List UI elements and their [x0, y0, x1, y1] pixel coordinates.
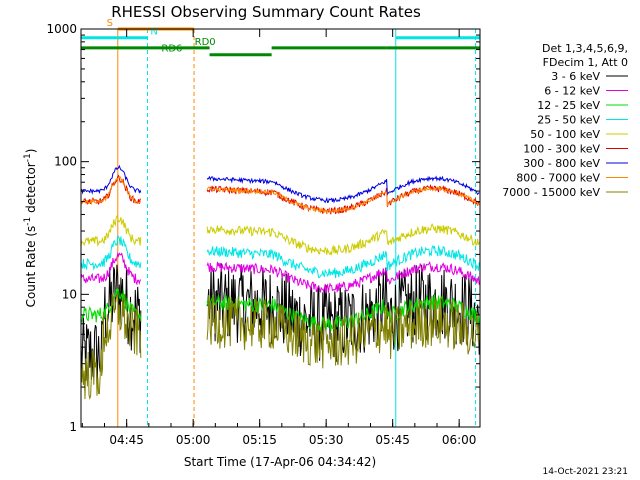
x-axis: 04:45 05:00 05:15 05:30 05:45 06:00	[81, 29, 477, 447]
legend-label-0: 3 - 6 keV	[551, 70, 600, 83]
y-tick-label-3: 1000	[46, 22, 77, 36]
plot-area: S N RD0 RD6	[80, 18, 480, 427]
legend-header-1: Det 1,3,4,5,6,9,	[542, 42, 628, 55]
series-line-3	[80, 234, 480, 279]
state-label-3: RD6	[161, 44, 182, 55]
y-axis: 1 10 100 1000	[46, 22, 480, 434]
x-tick-label-1: 05:00	[176, 433, 211, 447]
series-line-4	[80, 215, 480, 256]
state-label-1: N	[150, 27, 157, 38]
plot-frame	[80, 28, 481, 428]
legend-label-4: 50 - 100 keV	[530, 128, 600, 141]
series-line-7	[80, 175, 480, 214]
x-tick-label-5: 06:00	[442, 433, 477, 447]
legend-label-6: 300 - 800 keV	[523, 157, 600, 170]
y-tick-label-0: 1	[69, 420, 77, 434]
x-tick-label-2: 05:15	[242, 433, 277, 447]
x-tick-label-3: 05:30	[309, 433, 344, 447]
legend-label-5: 100 - 300 keV	[523, 143, 600, 156]
state-label-2: RD0	[195, 37, 216, 48]
y-tick-label-2: 100	[54, 155, 77, 169]
legend-header-2: FDecim 1, Att 0	[543, 56, 628, 69]
legend: Det 1,3,4,5,6,9, FDecim 1, Att 0 3 - 6 k…	[502, 42, 628, 199]
x-tick-label-0: 04:45	[109, 433, 144, 447]
y-tick-label-1: 10	[62, 287, 77, 301]
series-line-6	[80, 164, 480, 204]
x-tick-label-4: 05:45	[375, 433, 410, 447]
series-line-8	[80, 292, 480, 400]
x-axis-label: Start Time (17-Apr-06 04:34:42)	[184, 455, 376, 469]
series-line-0	[80, 263, 480, 386]
legend-label-8: 7000 - 15000 keV	[502, 186, 600, 199]
chart-title: RHESSI Observing Summary Count Rates	[111, 3, 421, 21]
legend-label-1: 6 - 12 keV	[544, 85, 600, 98]
y-axis-label: Count Rate (s-1 detector-1)	[23, 149, 38, 308]
legend-label-3: 25 - 50 keV	[537, 114, 600, 127]
state-label-0: S	[107, 18, 113, 29]
timestamp: 14-Oct-2021 23:21	[543, 467, 628, 477]
legend-label-7: 800 - 7000 keV	[516, 172, 600, 185]
series-line-1	[80, 251, 480, 294]
legend-label-2: 12 - 25 keV	[537, 99, 600, 112]
